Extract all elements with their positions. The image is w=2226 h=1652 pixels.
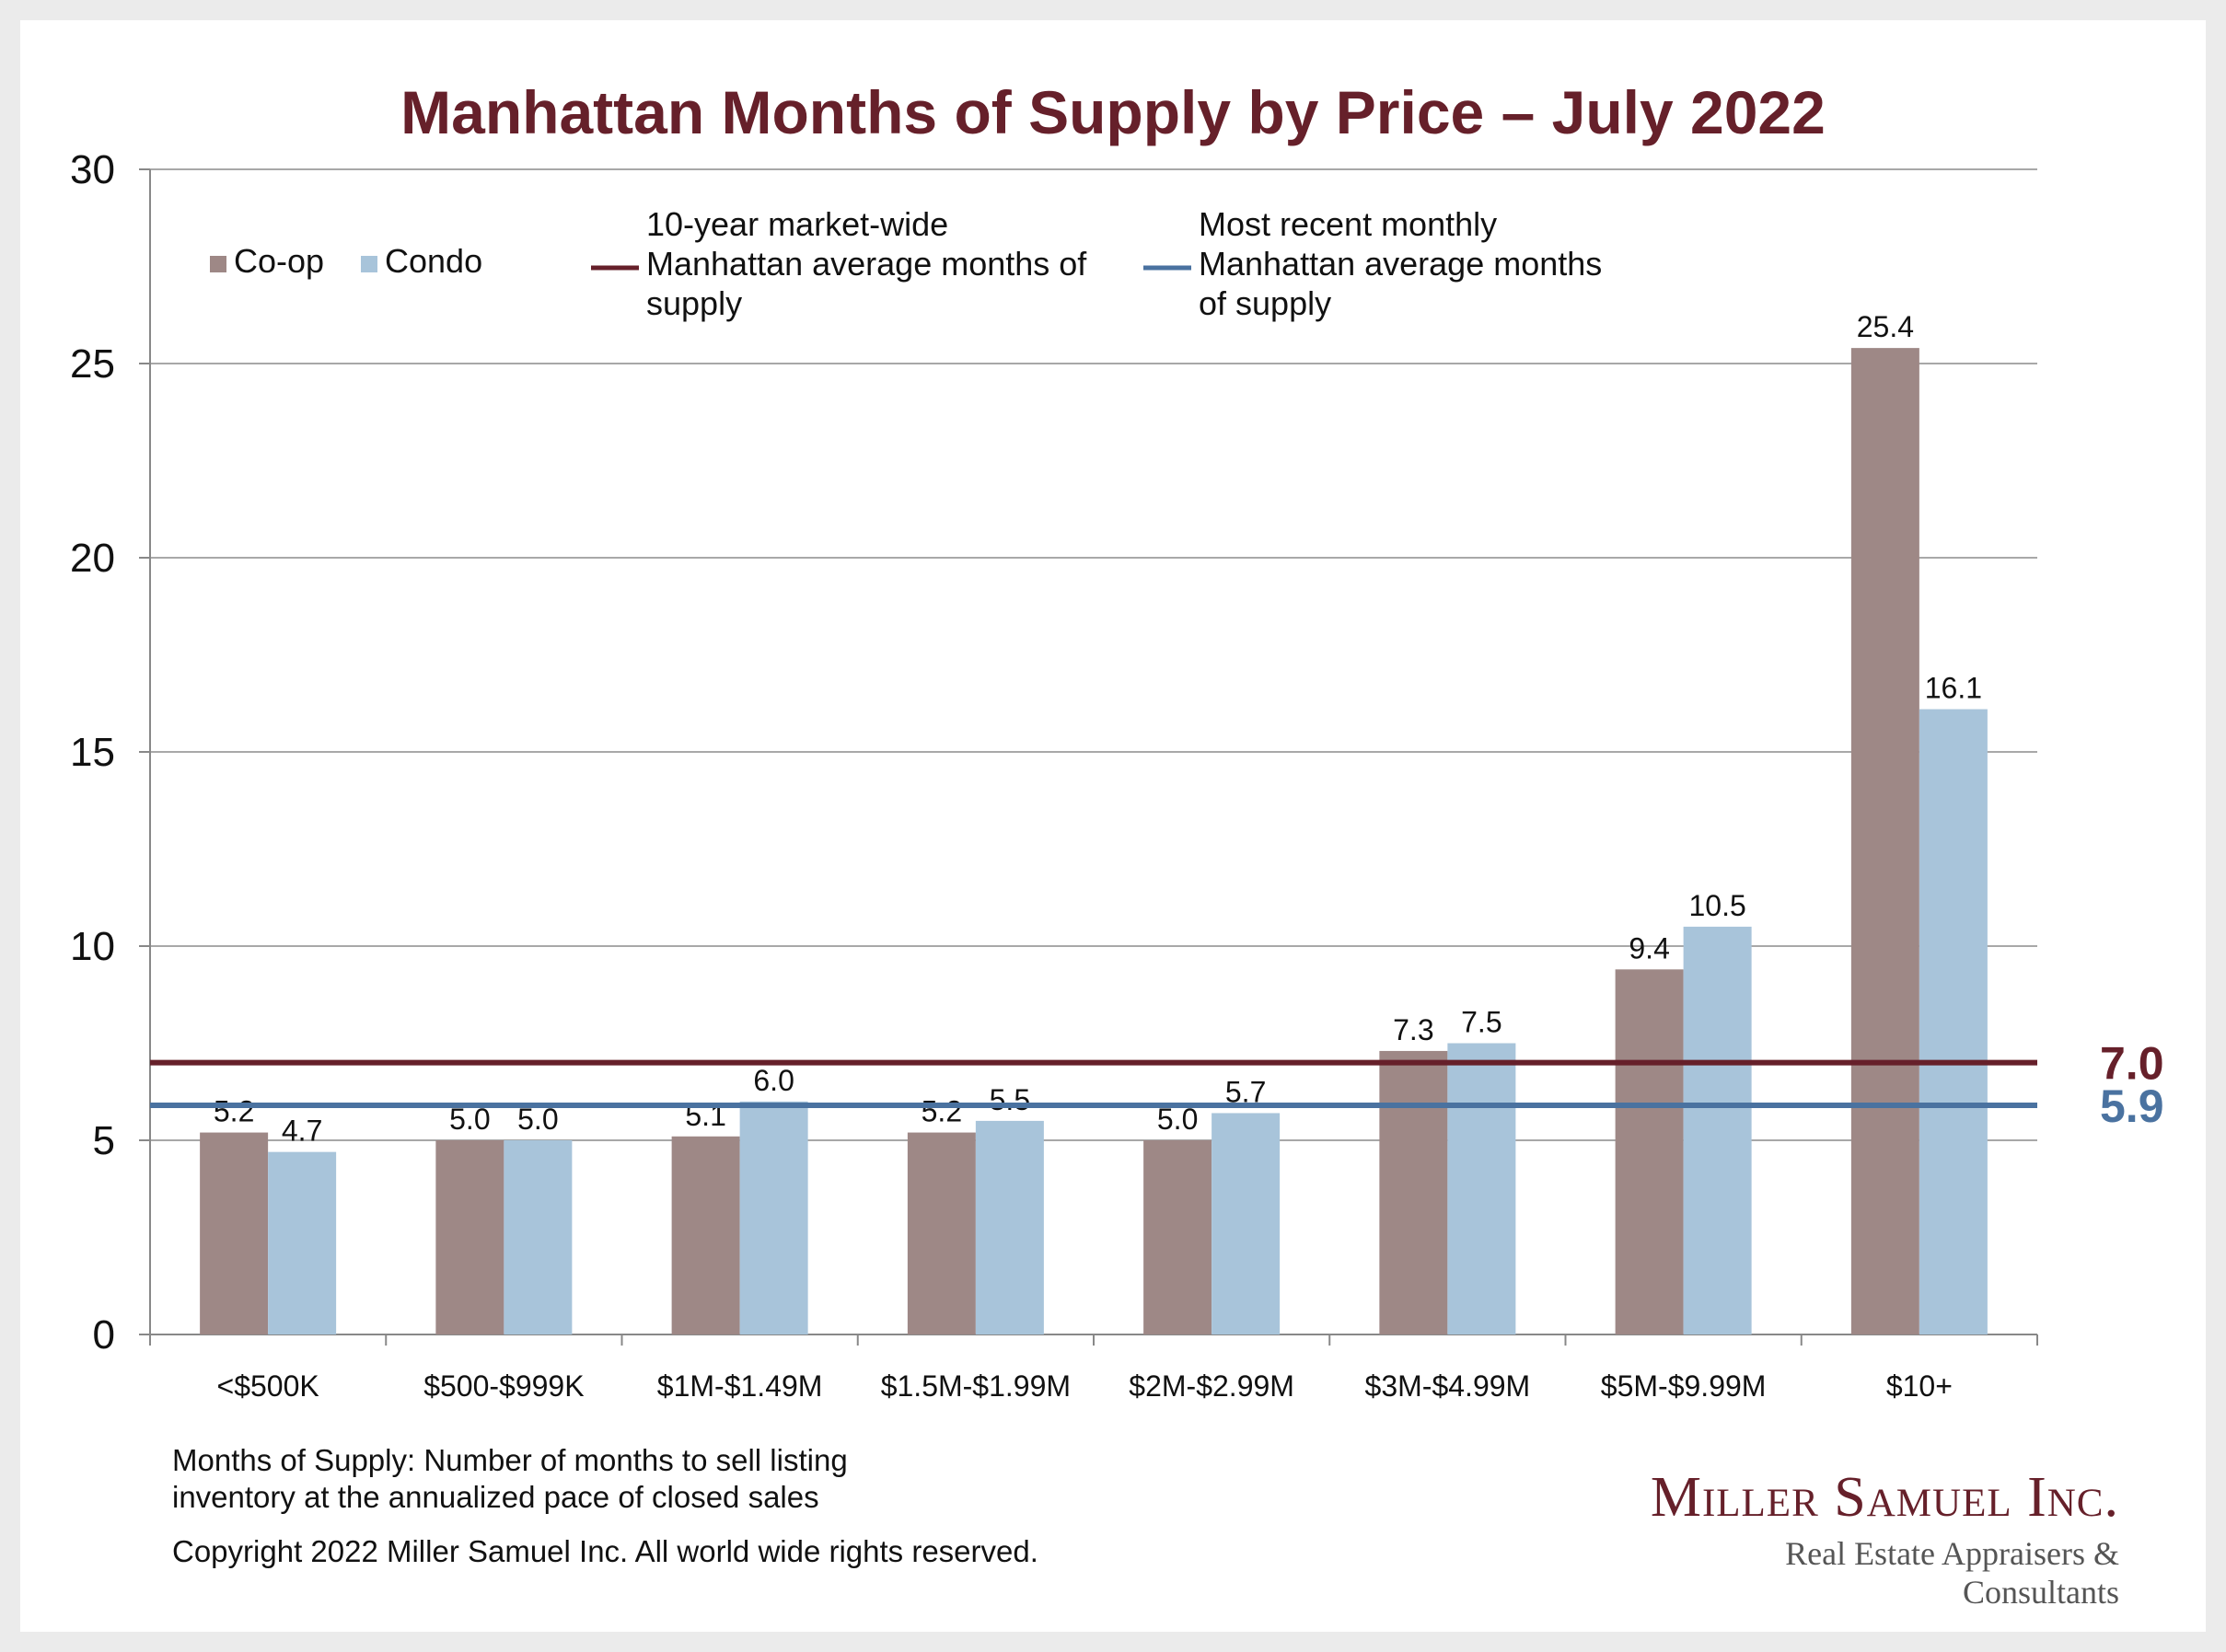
bar-coop <box>200 1132 269 1334</box>
legend-swatch <box>361 256 377 272</box>
bar-condo <box>504 1140 573 1334</box>
data-label: 5.2 <box>214 1095 254 1128</box>
data-label: 16.1 <box>1925 672 1982 705</box>
y-tick-label: 20 <box>70 536 115 581</box>
bar-condo <box>1447 1043 1516 1334</box>
legend-swatch <box>210 256 226 272</box>
legend-label: supply <box>646 284 742 322</box>
bar-coop <box>1143 1140 1212 1334</box>
definition-line-1: Months of Supply: Number of months to se… <box>172 1443 848 1477</box>
y-tick-label: 10 <box>70 924 115 969</box>
x-tick-label: <$500K <box>217 1369 319 1403</box>
data-label: 10.5 <box>1688 889 1745 922</box>
legend-label: Condo <box>385 242 482 280</box>
bar-chart: 0 5 10 15 20 25 30 <$500K $500-$999K $1M-$1.49M $1… <box>70 147 2164 1403</box>
bar-condo <box>975 1120 1044 1334</box>
bar-condo <box>739 1101 808 1334</box>
data-label: 5.2 <box>922 1095 962 1128</box>
chart-title: Manhattan Months of Supply by Price – Ju… <box>400 78 1826 146</box>
legend-label: 10-year market-wide <box>646 205 948 243</box>
x-tick-label: $5M-$9.99M <box>1601 1369 1767 1403</box>
bar-condo <box>1683 926 1752 1334</box>
x-tick-label: $1.5M-$1.99M <box>881 1369 1071 1403</box>
data-label: 7.3 <box>1393 1013 1433 1046</box>
reference-line-value: 7.0 <box>2100 1038 2164 1090</box>
legend-label: Co-op <box>234 242 324 280</box>
x-tick-label: $2M-$2.99M <box>1129 1369 1294 1403</box>
bar-coop <box>671 1136 740 1334</box>
legend-label: Most recent monthly <box>1199 205 1497 243</box>
data-label: 25.4 <box>1857 310 1914 343</box>
bar-condo <box>1919 709 1988 1334</box>
copyright-note: Copyright 2022 Miller Samuel Inc. All wo… <box>172 1534 1038 1568</box>
brand-logo: Miller Samuel Inc. Real Estate Appraiser… <box>1622 1465 2119 1612</box>
brand-name: Miller Samuel Inc. <box>1650 1466 2119 1529</box>
data-label: 4.7 <box>282 1115 322 1148</box>
bar-condo <box>1212 1113 1281 1334</box>
bar-coop <box>907 1132 976 1334</box>
bar-coop <box>1850 348 1919 1334</box>
y-tick-label: 25 <box>70 341 115 387</box>
bar-condo <box>268 1151 337 1334</box>
legend-label: Manhattan average months of <box>646 245 1087 283</box>
legend-label: of supply <box>1199 284 1331 322</box>
bar-coop <box>1379 1050 1448 1334</box>
y-tick-label: 5 <box>93 1118 115 1163</box>
bar-coop <box>435 1140 504 1334</box>
chart-card: Manhattan Months of Supply by Price – Ju… <box>20 20 2206 1632</box>
legend-label: Manhattan average months <box>1199 245 1602 283</box>
y-tick-label: 15 <box>70 730 115 775</box>
data-label: 5.5 <box>990 1083 1030 1116</box>
y-tick-label: 30 <box>70 147 115 192</box>
x-tick-label: $10+ <box>1886 1369 1953 1403</box>
data-label: 6.0 <box>753 1064 794 1097</box>
x-tick-label: $1M-$1.49M <box>657 1369 823 1403</box>
x-tick-label: $3M-$4.99M <box>1365 1369 1531 1403</box>
definition-line-2: inventory at the annualized pace of clos… <box>172 1480 819 1514</box>
data-label: 7.5 <box>1461 1006 1501 1039</box>
bar-coop <box>1615 969 1684 1334</box>
definition-note: Months of Supply: Number of months to se… <box>172 1442 848 1516</box>
reference-line-value: 5.9 <box>2100 1080 2164 1132</box>
y-tick-label: 0 <box>93 1312 115 1357</box>
x-tick-label: $500-$999K <box>423 1369 584 1403</box>
brand-tagline: Real Estate Appraisers & Consultants <box>1785 1535 2119 1611</box>
data-label: 9.4 <box>1629 931 1669 965</box>
